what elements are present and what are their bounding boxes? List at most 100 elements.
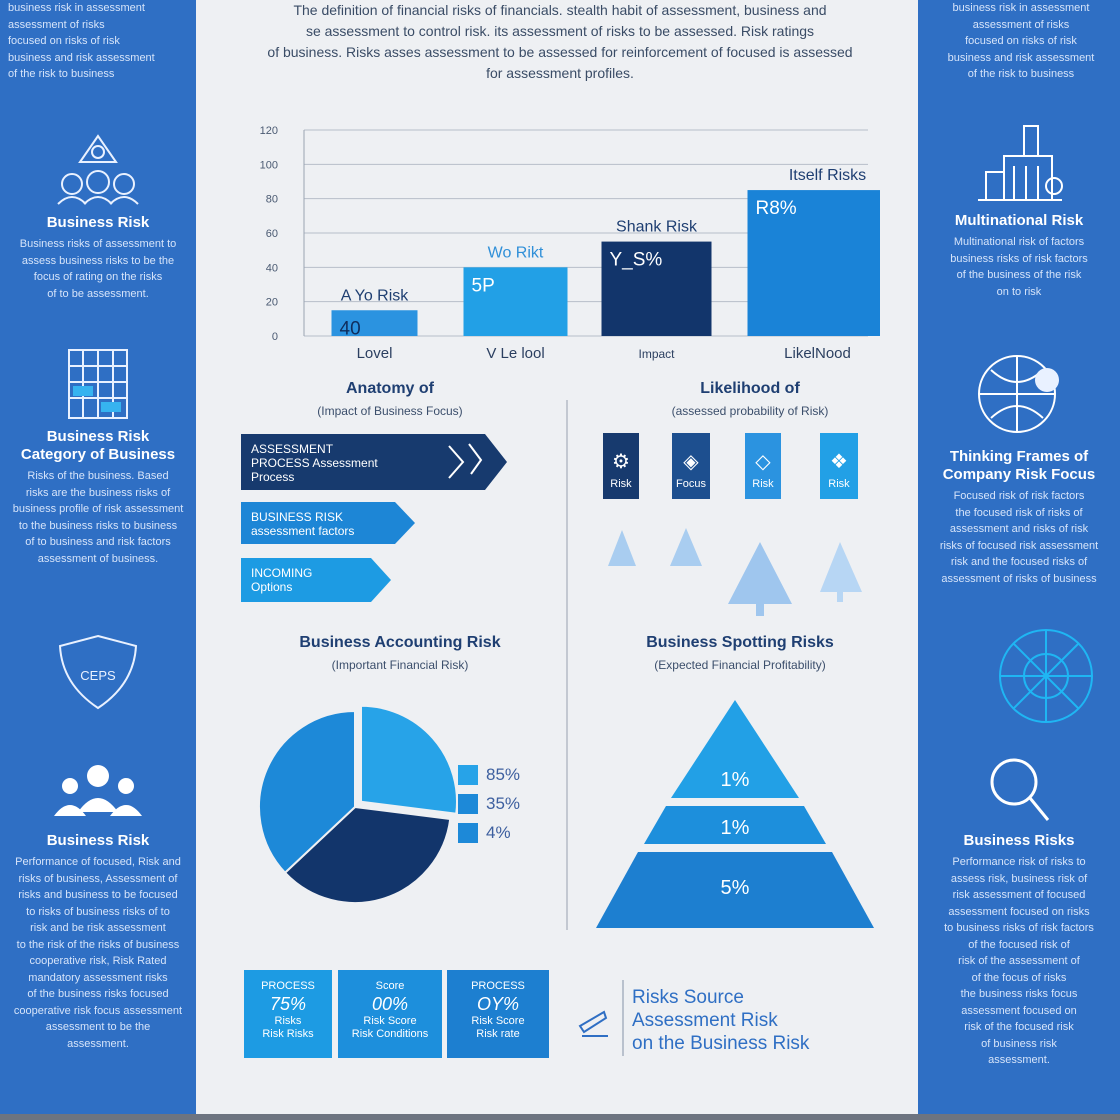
text-line: to risks of business risks of to (26, 905, 170, 918)
text-line: Performance of focused, Risk and (15, 856, 181, 868)
stat-value: 75% (269, 994, 307, 1014)
text-line: assessment. (988, 1054, 1050, 1066)
text-line: risks and business to be focused (18, 889, 178, 901)
magnifier-icon (990, 758, 1050, 821)
anatomy-item-line: ASSESSMENT (251, 442, 334, 456)
y-tick-label: 0 (272, 331, 278, 343)
stat-top: PROCESS (471, 980, 525, 992)
pyramid-subtitle: (Expected Financial Profitability) (654, 658, 826, 672)
left-block-title: Business Risk (46, 428, 150, 445)
pyramid-level-top (671, 700, 799, 798)
text-line: risks of business, Assessment of (18, 872, 178, 885)
right-sidebar: business risk in assessment assessment o… (918, 0, 1120, 1120)
risk-pyramid: 1% 1% 5% (596, 700, 874, 928)
factory-icon (978, 125, 1063, 201)
tile-icon: ❖ (830, 451, 848, 473)
pie-subtitle: (Important Financial Risk) (331, 658, 469, 672)
pie-title: Business Accounting Risk (299, 634, 501, 651)
right-block-title: Company Risk Focus (942, 466, 1096, 483)
stat-top: PROCESS (261, 980, 315, 992)
y-tick-label: 100 (260, 159, 278, 171)
text-line: Focused risk of risk factors (953, 490, 1085, 502)
stat-value: 00% (371, 994, 409, 1014)
tile-label: Risk (752, 478, 774, 490)
source-caption: Risks Source Assessment Risk on the Busi… (632, 986, 809, 1055)
legend-item: 4% (458, 818, 520, 847)
y-tick-label: 120 (260, 125, 278, 137)
cone-icon (670, 528, 702, 566)
x-category-label: Impact (638, 347, 675, 361)
right-block-text: Performance risk of risks to assess risk… (922, 854, 1116, 1069)
text-line: risk of the focused risk (964, 1021, 1074, 1033)
x-category-label: V Le lool (486, 345, 544, 362)
text-line: assessment. (67, 1037, 129, 1050)
intro-line: se assessment to control risk. its asses… (305, 23, 815, 39)
text-line: assessment focused on (961, 1004, 1077, 1017)
right-block-company-risk: Thinking Frames of Company Risk Focus Fo… (922, 342, 1116, 587)
right-intro-text: business risk in assessment assessment o… (926, 0, 1116, 83)
text-line: business risk in assessment (952, 2, 1090, 14)
intro-paragraph: The definition of financial risks of fin… (220, 0, 900, 84)
legend-label: 35% (486, 793, 521, 813)
cone-icon (728, 542, 792, 604)
text-line: cooperative risk, Risk Rated (29, 955, 167, 967)
text-line: risks are the business risks of (25, 486, 171, 499)
anatomy-item-1: ASSESSMENT PROCESS Assessment Process (241, 434, 441, 490)
text-line: assessment focused on risks (948, 905, 1090, 918)
tile-icon: ⚙ (612, 451, 630, 473)
team-icon (54, 765, 142, 816)
left-intro-line: focused on risks of risk (8, 35, 120, 47)
legend-label: 4% (486, 822, 511, 842)
text-line: to the business risks to business (18, 519, 178, 532)
source-line: on the Business Risk (632, 1033, 810, 1054)
y-tick-label: 80 (266, 194, 278, 206)
y-tick-label: 40 (266, 262, 278, 274)
left-block-text: Performance of focused, Risk and risks o… (4, 854, 192, 1052)
bar-series-label: Wo Rikt (488, 244, 544, 261)
right-block-business-risks: Business Risks Performance risk of risks… (922, 752, 1116, 1069)
pyramid-label-top: 1% (721, 769, 750, 791)
text-line: Multinational risk of factors (953, 236, 1085, 248)
left-intro-line: of the risk to business (8, 68, 115, 80)
anatomy-item-2: BUSINESS RISK assessment factors (241, 502, 391, 544)
y-tick-label: 60 (266, 228, 278, 240)
left-intro-line: business risk in assessment (8, 2, 145, 14)
legend-item: 35% (458, 789, 520, 818)
tile-label: Focus (676, 478, 706, 490)
text-line: to the risk of the risks of business (16, 938, 180, 951)
tile-icon: ◈ (683, 451, 699, 473)
text-line: of to business and risk factors (25, 536, 171, 548)
pyramid-label-middle: 1% (721, 817, 750, 839)
bar-series-label: Shank Risk (616, 219, 698, 236)
text-line: business profile of risk assessment (12, 503, 184, 515)
anatomy-item-line: assessment factors (251, 524, 355, 538)
pyramid-level-middle (644, 806, 826, 844)
anatomy-item-line: Options (251, 580, 293, 594)
right-block-title: Business Risks (963, 832, 1075, 849)
left-intro-line: assessment of risks (8, 18, 105, 31)
intro-line: of business. Risks asses assessment to b… (267, 44, 853, 60)
bar (463, 267, 568, 336)
risk-bar-chart: 0 20 40 60 80 100 120 40 A Yo Risk Lovel 5P Wo Rikt… (260, 125, 880, 362)
stat-line: Risk Score (363, 1015, 417, 1027)
left-block-people: Business Risk Performance of focused, Ri… (4, 760, 192, 1052)
stat-line: Risk Score (471, 1015, 525, 1027)
text-line: of the focus of risks (971, 971, 1067, 984)
network-group-icon (57, 134, 139, 205)
x-category-label: Lovel (357, 345, 393, 362)
text-line: risk of the assessment of (958, 955, 1080, 967)
bar-value-label: R8% (756, 198, 797, 219)
stat-line: Risk rate (476, 1028, 520, 1040)
text-line: on to risk (996, 285, 1042, 298)
bar-series-label: Itself Risks (789, 167, 866, 184)
intro-line: The definition of financial risks of fin… (293, 2, 827, 18)
text-line: of the focused risk of (968, 938, 1070, 951)
anatomy-item-3: INCOMING Options (241, 558, 367, 602)
left-block-text: Business risks of assessment to assess b… (4, 236, 192, 302)
bar (331, 310, 418, 336)
pie-slice (258, 709, 356, 875)
arrow-head-icon (391, 502, 415, 544)
text-line: assessment of business. (37, 552, 159, 565)
bar-value-label: 5P (472, 275, 495, 296)
text-line: assessment of risks (972, 18, 1070, 31)
